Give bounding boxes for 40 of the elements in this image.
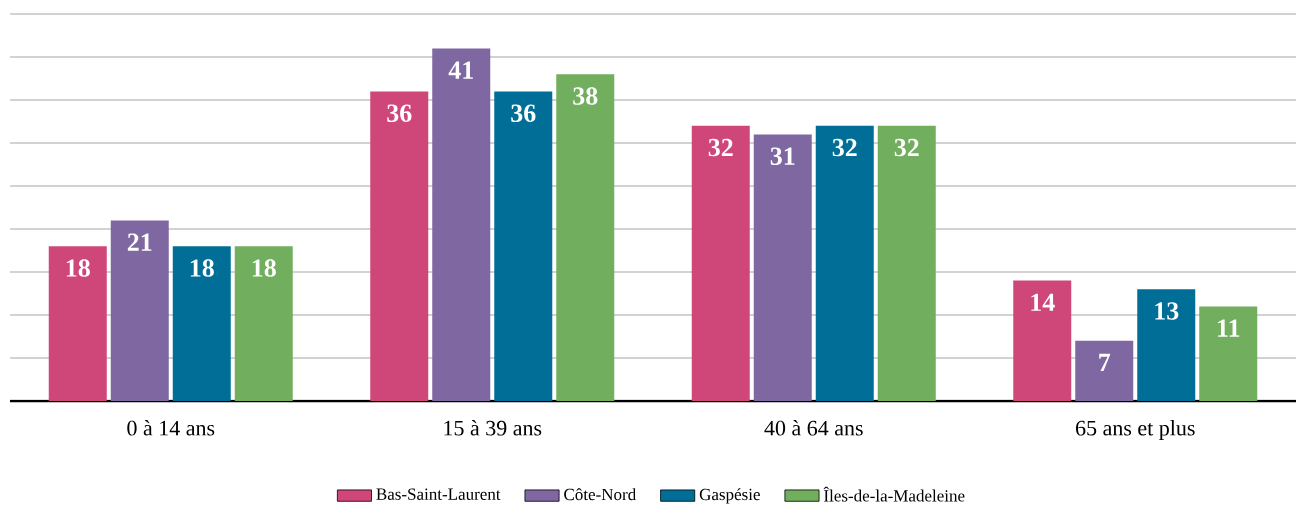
data-label: 7 <box>1099 353 1111 371</box>
bar <box>1137 289 1196 401</box>
data-label: 41 <box>448 61 473 79</box>
data-label: 18 <box>252 259 276 277</box>
data-label: 31 <box>770 147 795 165</box>
data-label: 32 <box>832 138 857 157</box>
bar <box>556 74 615 401</box>
data-label: 18 <box>66 259 90 277</box>
bar <box>877 125 936 401</box>
x-tick-label: 65 ans et plus <box>1076 420 1195 440</box>
legend-label: Bas-Saint-Laurent <box>376 488 501 500</box>
bar <box>1199 306 1258 401</box>
data-label: 32 <box>708 138 733 157</box>
bar <box>1075 340 1134 401</box>
data-label: 36 <box>511 104 536 122</box>
data-label: 14 <box>1031 293 1055 311</box>
bar <box>370 91 429 401</box>
bar <box>234 246 293 401</box>
data-label: 13 <box>1155 302 1179 320</box>
data-label: 18 <box>190 259 214 277</box>
x-tick-label: 40 à 64 ans <box>764 420 863 436</box>
data-label: 21 <box>127 233 152 251</box>
legend-label: Îles-de-la-Madeleine <box>823 486 965 502</box>
bar <box>494 91 553 401</box>
bar <box>1013 280 1072 401</box>
data-label: 38 <box>573 87 598 105</box>
x-tick-label: 15 à 39 ans <box>444 420 542 436</box>
bar <box>691 125 750 401</box>
data-label: 36 <box>387 104 412 122</box>
legend-label: Gaspésie <box>699 488 760 504</box>
bar <box>815 125 874 401</box>
bar <box>753 134 812 401</box>
bar <box>110 220 169 401</box>
x-tick-label: 0 à 14 ans <box>127 420 215 436</box>
data-label: 32 <box>894 138 919 157</box>
data-label: 11 <box>1218 319 1240 337</box>
bar <box>172 246 231 401</box>
bar <box>432 48 491 401</box>
bar <box>48 246 107 401</box>
legend-label: Côte-Nord <box>564 488 636 501</box>
